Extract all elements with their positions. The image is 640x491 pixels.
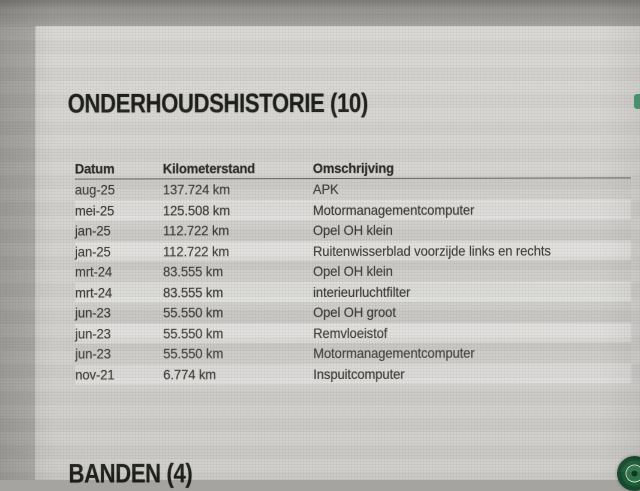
cell-kilometerstand: 137.724 km	[162, 181, 231, 198]
cell-kilometerstand: 112.722 km	[162, 222, 230, 239]
cell-datum: jan-25	[74, 242, 111, 260]
cell-datum: jun-23	[75, 304, 111, 321]
cell-omschrijving: Motormanagementcomputer	[313, 344, 475, 362]
cell-datum: mrt-24	[75, 263, 113, 280]
table-row: mei-25 125.508 km Motormanagementcompute…	[74, 198, 631, 221]
table-row: mrt-24 83.555 km Opel OH klein	[75, 260, 631, 282]
content-card: ONDERHOUDSHISTORIE (10) Datum Kilometers…	[36, 25, 640, 489]
green-accent-sliver[interactable]	[634, 94, 640, 109]
table-row: jan-25 112.722 km Ruitenwisserblad voorz…	[74, 239, 632, 262]
table-row: jan-25 112.722 km Opel OH klein	[75, 219, 631, 241]
cell-omschrijving: Opel OH klein	[313, 262, 393, 280]
cell-kilometerstand: 55.550 km	[163, 345, 224, 362]
table-header-row: Datum Kilometerstand Omschrijving	[74, 157, 631, 180]
column-header-kilometerstand: Kilometerstand	[162, 160, 256, 177]
cell-omschrijving: Opel OH groot	[313, 303, 396, 321]
maintenance-history-table: Datum Kilometerstand Omschrijving aug-25…	[74, 157, 632, 385]
table-row: jun-23 55.550 km Motormanagementcomputer	[75, 342, 631, 364]
cell-omschrijving: Inspuitcomputer	[313, 365, 405, 382]
cell-kilometerstand: 112.722 km	[162, 242, 230, 259]
cell-datum: mrt-24	[75, 283, 113, 301]
cell-kilometerstand: 55.550 km	[163, 304, 224, 321]
cell-omschrijving: Ruitenwisserblad voorzijde links en rech…	[312, 242, 551, 259]
cell-omschrijving: interieurluchtfilter	[313, 283, 411, 300]
table-row: jun-23 55.550 km Remvloeistof	[75, 321, 632, 344]
cell-datum: mei-25	[74, 201, 115, 219]
cell-omschrijving: Opel OH klein	[312, 221, 393, 239]
cell-kilometerstand: 125.508 km	[162, 201, 231, 218]
green-chat-fab-icon[interactable]	[617, 456, 640, 491]
table-row: mrt-24 83.555 km interieurluchtfilter	[75, 280, 632, 303]
cell-omschrijving: APK	[312, 180, 339, 198]
page-title: ONDERHOUDSHISTORIE (10)	[67, 87, 368, 119]
cell-kilometerstand: 55.550 km	[163, 324, 224, 341]
cell-kilometerstand: 6.774 km	[163, 365, 217, 382]
cell-kilometerstand: 83.555 km	[163, 263, 224, 280]
cell-omschrijving: Motormanagementcomputer	[312, 201, 475, 218]
next-section-title: BANDEN (4)	[68, 458, 193, 489]
cell-datum: jun-23	[75, 324, 111, 342]
cell-datum: jun-23	[75, 345, 111, 362]
cell-datum: nov-21	[75, 365, 115, 383]
table-row: nov-21 6.774 km Inspuitcomputer	[75, 362, 632, 385]
table-row: aug-25 137.724 km APK	[75, 178, 631, 200]
cell-datum: aug-25	[74, 181, 115, 198]
cell-datum: jan-25	[74, 222, 111, 239]
cell-omschrijving: Remvloeistof	[313, 324, 388, 341]
column-header-omschrijving: Omschrijving	[312, 159, 394, 177]
card-content: ONDERHOUDSHISTORIE (10) Datum Kilometers…	[36, 25, 640, 489]
table-row: jun-23 55.550 km Opel OH groot	[75, 301, 631, 323]
cell-kilometerstand: 83.555 km	[163, 283, 224, 300]
column-header-datum: Datum	[74, 160, 115, 177]
